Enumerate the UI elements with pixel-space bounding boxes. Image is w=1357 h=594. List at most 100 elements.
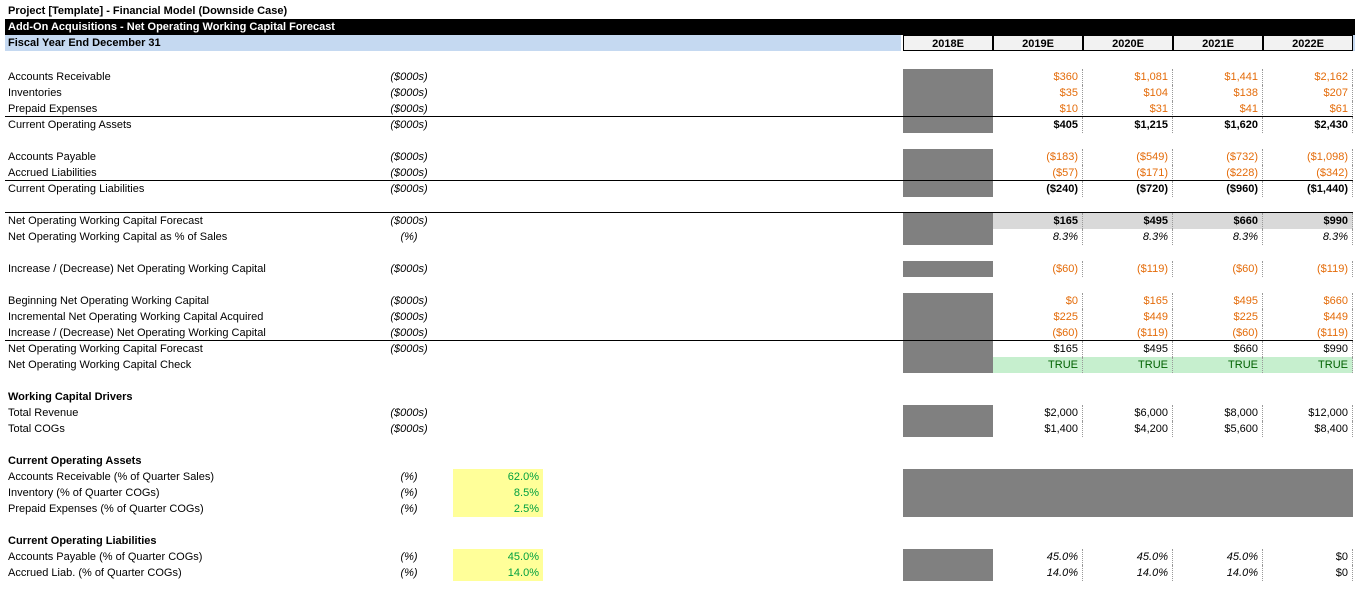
value-cell: ($60) bbox=[993, 261, 1083, 277]
value-cell: $660 bbox=[1263, 293, 1353, 309]
gray-cell bbox=[1263, 469, 1353, 485]
value-cell: 14.0% bbox=[993, 565, 1083, 581]
row-unit: (%) bbox=[400, 551, 418, 563]
gray-cell bbox=[903, 549, 993, 565]
value-cell: $10 bbox=[993, 101, 1083, 117]
gray-cell bbox=[903, 101, 993, 117]
gray-cell bbox=[903, 149, 993, 165]
value-cell: 8.3% bbox=[993, 229, 1083, 245]
value-cell: ($119) bbox=[1263, 261, 1353, 277]
value-cell: $165 bbox=[993, 213, 1083, 229]
row-label: Net Operating Working Capital Forecast bbox=[8, 343, 203, 355]
year-header: 2020E bbox=[1083, 35, 1173, 51]
gray-cell bbox=[993, 501, 1083, 517]
gray-cell bbox=[903, 85, 993, 101]
row-label: Accounts Receivable bbox=[8, 71, 111, 83]
row-label: Accrued Liab. (% of Quarter COGs) bbox=[8, 567, 182, 579]
row-unit: (%) bbox=[400, 487, 418, 499]
value-cell: $4,200 bbox=[1083, 421, 1173, 437]
value-cell: $495 bbox=[1083, 341, 1173, 357]
value-cell: $360 bbox=[993, 69, 1083, 85]
value-cell: $1,081 bbox=[1083, 69, 1173, 85]
row-label: Accrued Liabilities bbox=[8, 167, 97, 179]
value-cell: $1,620 bbox=[1173, 117, 1263, 133]
row-border bbox=[5, 340, 1353, 341]
row-border bbox=[5, 180, 1353, 181]
gray-cell bbox=[903, 341, 993, 357]
row-unit: ($000s) bbox=[390, 151, 428, 163]
gray-cell bbox=[1173, 501, 1263, 517]
value-cell: $449 bbox=[1083, 309, 1173, 325]
value-cell: TRUE bbox=[993, 357, 1083, 373]
value-cell: 8.3% bbox=[1263, 229, 1353, 245]
value-cell: $1,400 bbox=[993, 421, 1083, 437]
value-cell: $449 bbox=[1263, 309, 1353, 325]
gray-cell bbox=[1263, 501, 1353, 517]
value-cell: ($549) bbox=[1083, 149, 1173, 165]
gray-cell bbox=[1083, 485, 1173, 501]
value-cell: $225 bbox=[1173, 309, 1263, 325]
gray-cell bbox=[903, 405, 993, 421]
section-heading: Current Operating Liabilities bbox=[8, 535, 157, 547]
value-cell: $2,430 bbox=[1263, 117, 1353, 133]
value-cell: ($1,098) bbox=[1263, 149, 1353, 165]
value-cell: $990 bbox=[1263, 341, 1353, 357]
gray-cell bbox=[903, 485, 993, 501]
value-cell: ($342) bbox=[1263, 165, 1353, 181]
value-cell: $61 bbox=[1263, 101, 1353, 117]
gray-cell bbox=[903, 261, 993, 277]
value-cell: $0 bbox=[993, 293, 1083, 309]
gray-cell bbox=[1173, 469, 1263, 485]
fiscal-bar-end bbox=[1353, 35, 1355, 51]
value-cell: TRUE bbox=[1173, 357, 1263, 373]
value-cell: ($60) bbox=[993, 325, 1083, 341]
value-cell: 8.3% bbox=[1173, 229, 1263, 245]
gray-cell bbox=[903, 501, 993, 517]
gray-cell bbox=[903, 229, 993, 245]
input-cell: 14.0% bbox=[453, 565, 543, 581]
value-cell: $495 bbox=[1173, 293, 1263, 309]
value-cell: 45.0% bbox=[1173, 549, 1263, 565]
row-unit: ($000s) bbox=[390, 71, 428, 83]
row-border bbox=[5, 212, 1353, 213]
gray-cell bbox=[993, 485, 1083, 501]
value-cell: 8.3% bbox=[1083, 229, 1173, 245]
input-cell: 2.5% bbox=[453, 501, 543, 517]
gray-cell bbox=[903, 181, 993, 197]
year-header: 2019E bbox=[993, 35, 1083, 51]
row-unit: ($000s) bbox=[390, 343, 428, 355]
row-label: Total Revenue bbox=[8, 407, 79, 419]
value-cell: $660 bbox=[1173, 213, 1263, 229]
value-cell: $8,400 bbox=[1263, 421, 1353, 437]
row-label: Accounts Payable bbox=[8, 151, 97, 163]
gray-cell bbox=[903, 357, 993, 373]
row-unit: (%) bbox=[400, 471, 418, 483]
row-unit: ($000s) bbox=[390, 87, 428, 99]
year-header: 2021E bbox=[1173, 35, 1263, 51]
gray-cell bbox=[903, 213, 993, 229]
value-cell: $990 bbox=[1263, 213, 1353, 229]
gray-cell bbox=[903, 69, 993, 85]
value-cell: $1,441 bbox=[1173, 69, 1263, 85]
row-unit: ($000s) bbox=[390, 263, 428, 275]
row-label: Current Operating Assets bbox=[8, 119, 132, 131]
row-label: Total COGs bbox=[8, 423, 65, 435]
row-label: Net Operating Working Capital Check bbox=[8, 359, 192, 371]
row-label: Inventories bbox=[8, 87, 62, 99]
value-cell: $0 bbox=[1263, 565, 1353, 581]
value-cell: $104 bbox=[1083, 85, 1173, 101]
gray-cell bbox=[1083, 501, 1173, 517]
value-cell: 14.0% bbox=[1083, 565, 1173, 581]
section-heading: Working Capital Drivers bbox=[8, 391, 133, 403]
section-heading: Current Operating Assets bbox=[8, 455, 142, 467]
input-cell: 45.0% bbox=[453, 549, 543, 565]
row-label: Inventory (% of Quarter COGs) bbox=[8, 487, 160, 499]
value-cell: ($1,440) bbox=[1263, 181, 1353, 197]
row-unit: ($000s) bbox=[390, 103, 428, 115]
value-cell: ($183) bbox=[993, 149, 1083, 165]
gray-cell bbox=[903, 565, 993, 581]
value-cell: $225 bbox=[993, 309, 1083, 325]
row-label: Increase / (Decrease) Net Operating Work… bbox=[8, 327, 266, 339]
gray-cell bbox=[903, 469, 993, 485]
